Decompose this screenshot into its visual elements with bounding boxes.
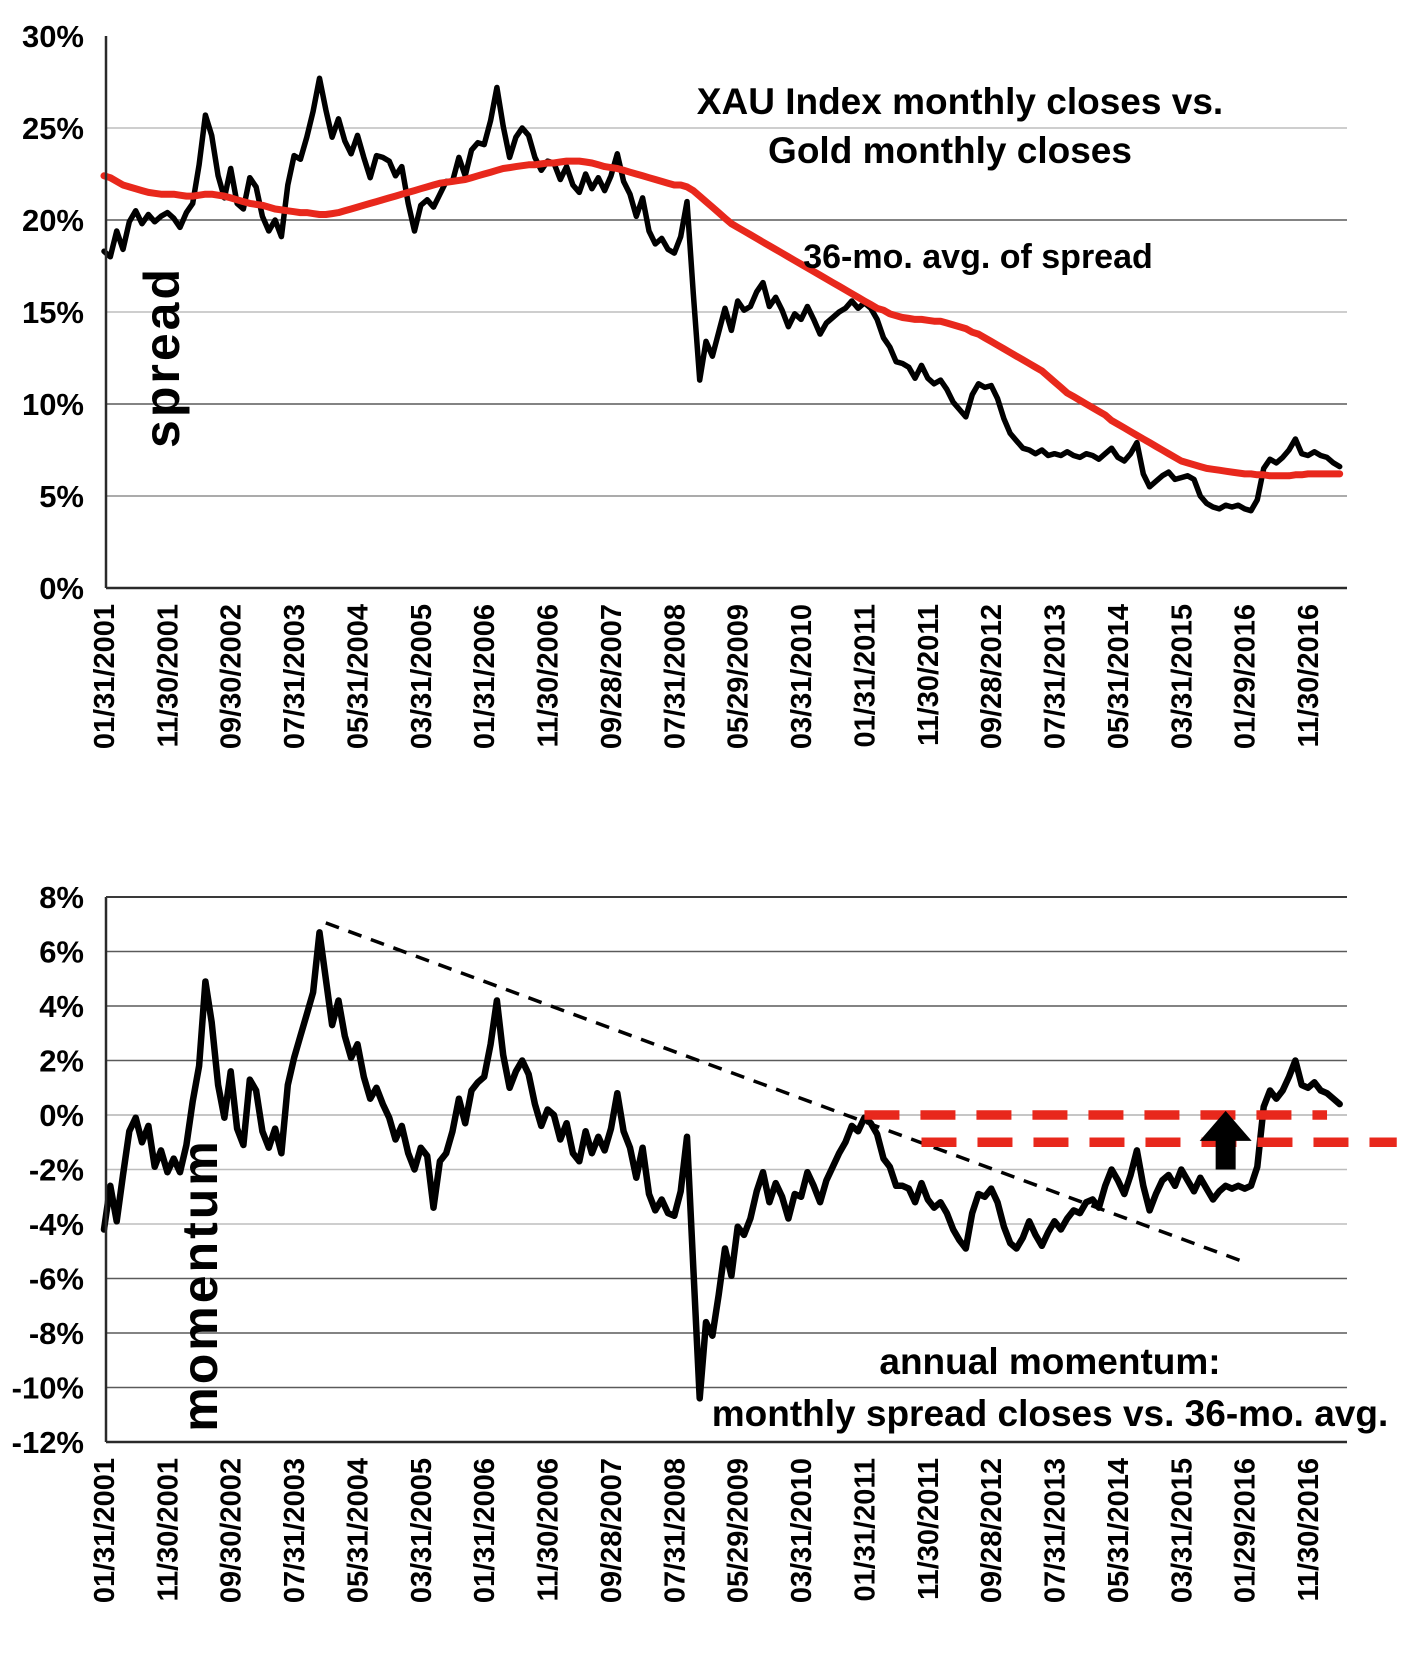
y-tick-label: 30%: [22, 19, 84, 54]
y-tick-label: 0%: [39, 1098, 84, 1133]
x-tick-label: 03/31/2010: [786, 604, 818, 749]
y-tick-label: 0%: [39, 571, 84, 606]
x-tick-label: 05/31/2004: [342, 604, 374, 749]
x-tick-label: 01/31/2006: [469, 1458, 501, 1603]
spread-axes: [104, 36, 1347, 590]
momentum-ref-lines: [864, 1110, 1397, 1170]
y-tick-label: 8%: [39, 880, 84, 915]
x-tick-label: 05/29/2009: [723, 604, 755, 749]
x-tick-label: 03/31/2005: [406, 1458, 438, 1603]
spread-series: [100, 75, 1344, 514]
x-tick-label: 07/31/2003: [279, 604, 311, 749]
spread-chart: 30% 25% 20% 15% 10% 5% 0%01/31/2001 11/30/2001 0…: [22, 19, 1347, 749]
x-tick-label: 01/31/2006: [469, 604, 501, 749]
y-tick-label: 10%: [22, 387, 84, 422]
x-tick-label: 01/29/2016: [1230, 1458, 1262, 1603]
y-tick-label: -8%: [29, 1316, 84, 1351]
momentum-axes: [104, 896, 1347, 1444]
x-tick-label: 01/31/2001: [89, 1458, 121, 1603]
y-tick-label: -6%: [29, 1262, 84, 1297]
y-tick-label: 6%: [39, 935, 84, 970]
x-tick-label: 09/28/2007: [596, 1458, 628, 1603]
x-tick-label: 11/30/2006: [533, 604, 565, 748]
x-tick-label: 07/31/2008: [659, 604, 691, 749]
momentum-annotation-line2: monthly spread closes vs. 36-mo. avg.: [712, 1393, 1389, 1434]
y-tick-label: -12%: [12, 1425, 84, 1460]
x-tick-label: 09/30/2002: [216, 1458, 248, 1603]
avg-line: [100, 157, 1344, 480]
up-arrow-icon: [1199, 1110, 1252, 1170]
x-tick-label: 03/31/2015: [1166, 1458, 1198, 1603]
x-tick-label: 11/30/2016: [1293, 604, 1325, 748]
x-tick-label: 09/28/2012: [976, 604, 1008, 749]
momentum-gridlines: [106, 950, 1347, 1389]
x-tick-label: 11/30/2001: [152, 604, 184, 748]
avg-series-label: 36-mo. avg. of spread: [803, 238, 1153, 276]
x-tick-label: 09/30/2002: [216, 604, 248, 749]
x-tick-label: 09/28/2007: [596, 604, 628, 749]
x-tick-label: 07/31/2013: [1040, 1458, 1072, 1603]
y-tick-label: -4%: [29, 1207, 84, 1242]
x-tick-label: 11/30/2001: [152, 1458, 184, 1602]
y-tick-label: 5%: [39, 479, 84, 514]
y-tick-label: -2%: [29, 1153, 84, 1188]
momentum-annotation-lines: [325, 921, 1246, 1264]
y-tick-label: 4%: [39, 989, 84, 1024]
spread-axis-word: spread: [134, 266, 190, 448]
x-tick-label: 03/31/2010: [786, 1458, 818, 1603]
momentum-annotation-line1: annual momentum:: [879, 1341, 1220, 1382]
x-tick-label: 07/31/2008: [659, 1458, 691, 1603]
downtrend-dashed-line: [325, 921, 1246, 1264]
x-tick-label: 01/31/2011: [849, 604, 881, 748]
chart-title-line1: XAU Index monthly closes vs.: [697, 81, 1223, 122]
x-tick-label: 07/31/2013: [1040, 604, 1072, 749]
y-tick-label: 20%: [22, 203, 84, 238]
momentum-chart: 8% 6% 4% 2% 0% -2% -4% -6% -8% -10% -12%01/31/2001…: [12, 880, 1397, 1603]
x-tick-label: 05/31/2014: [1103, 1458, 1135, 1603]
y-tick-label: 25%: [22, 111, 84, 146]
momentum-line: [100, 929, 1343, 1402]
x-tick-label: 07/31/2003: [279, 1458, 311, 1603]
x-tick-label: 01/31/2001: [89, 604, 121, 749]
y-tick-label: -10%: [12, 1371, 84, 1406]
y-tick-label: 15%: [22, 295, 84, 330]
x-tick-label: 05/31/2004: [342, 1458, 374, 1603]
x-tick-label: 11/30/2016: [1293, 1458, 1325, 1602]
momentum-series: [100, 929, 1343, 1402]
y-tick-label: 2%: [39, 1044, 84, 1079]
spread-tick-labels: 30% 25% 20% 15% 10% 5% 0%01/31/2001 11/30/2001 0…: [22, 19, 1325, 749]
x-tick-label: 11/30/2011: [913, 1458, 945, 1600]
momentum-axis-word: momentum: [172, 1138, 228, 1431]
x-tick-label: 09/28/2012: [976, 1458, 1008, 1603]
x-tick-label: 11/30/2011: [913, 604, 945, 746]
momentum-tick-labels: 8% 6% 4% 2% 0% -2% -4% -6% -8% -10% -12%01/31/2001…: [12, 880, 1325, 1603]
x-tick-label: 11/30/2006: [533, 1458, 565, 1602]
x-tick-label: 05/31/2014: [1103, 604, 1135, 749]
chart-title-line2: Gold monthly closes: [768, 130, 1132, 171]
x-tick-label: 05/29/2009: [723, 1458, 755, 1603]
spread-line: [101, 75, 1343, 514]
x-tick-label: 01/31/2011: [849, 1458, 881, 1602]
x-tick-label: 03/31/2015: [1166, 604, 1198, 749]
x-tick-label: 01/29/2016: [1230, 604, 1262, 749]
x-tick-label: 03/31/2005: [406, 604, 438, 749]
